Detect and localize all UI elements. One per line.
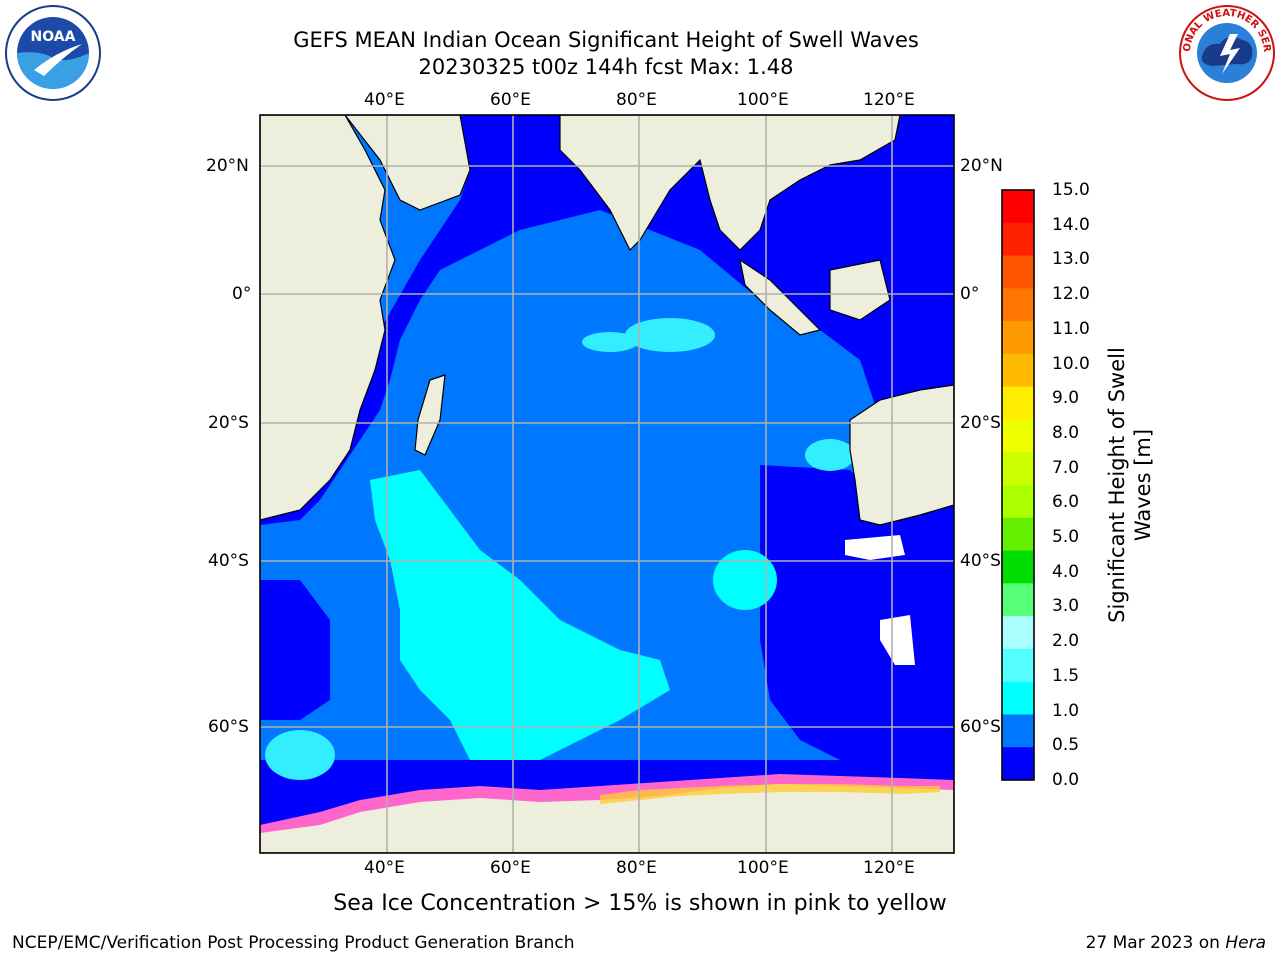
lon-tick-bottom: 40°E xyxy=(364,858,405,878)
colorbar-segment xyxy=(1002,485,1034,519)
colorbar-label: 15.0 xyxy=(1052,180,1090,200)
map-gridlines xyxy=(260,115,954,853)
lat-tick-right: 40°S xyxy=(960,551,1001,571)
ocean-southeast-low-swell xyxy=(760,465,954,790)
colorbar-label: 14.0 xyxy=(1052,214,1090,235)
colorbar-label: 11.0 xyxy=(1052,318,1090,339)
colorbar-label: 7.0 xyxy=(1052,457,1080,478)
map-title: GEFS MEAN Indian Ocean Significant Heigh… xyxy=(293,28,919,52)
colorbar-segment xyxy=(1002,681,1034,715)
land-madagascar xyxy=(414,374,446,456)
colorbar-label: 12.0 xyxy=(1052,284,1090,305)
white-patch xyxy=(845,535,905,560)
colorbar-label: 10.0 xyxy=(1052,353,1090,374)
ocean-cyan-patch xyxy=(713,550,777,610)
footer-date: 27 Mar 2023 on Hera xyxy=(1086,933,1266,953)
footer-machine: Hera xyxy=(1225,933,1266,953)
land-borneo xyxy=(829,259,891,321)
lat-tick-left: 0° xyxy=(232,284,252,304)
ocean-cyan-patch xyxy=(582,332,638,352)
colorbar-label: 1.0 xyxy=(1052,700,1080,721)
noaa-logo: NOAA xyxy=(5,5,101,101)
land-africa xyxy=(260,115,396,521)
colorbar-segment xyxy=(1002,550,1034,584)
colorbar-label: 3.0 xyxy=(1052,596,1080,617)
colorbar-segment xyxy=(1002,747,1034,781)
ocean-cyan-patch xyxy=(625,318,715,352)
lon-tick-bottom: 100°E xyxy=(737,858,789,878)
colorbar-label: 5.0 xyxy=(1052,527,1080,548)
colorbar-segment xyxy=(1002,190,1034,224)
colorbar-label: 4.0 xyxy=(1052,561,1080,582)
lon-tick-top: 120°E xyxy=(863,90,915,110)
colorbar-segment xyxy=(1002,452,1034,486)
colorbar-segment xyxy=(1002,517,1034,552)
lon-tick-top: 100°E xyxy=(737,90,789,110)
footer-credit: NCEP/EMC/Verification Post Processing Pr… xyxy=(12,933,575,953)
lon-tick-bottom: 120°E xyxy=(863,858,915,878)
colorbar-segment xyxy=(1002,714,1034,748)
colorbar-label: 8.0 xyxy=(1052,422,1080,443)
colorbar-label: 9.0 xyxy=(1052,388,1080,409)
lat-tick-left: 20°N xyxy=(206,156,249,176)
ocean-cyan-patch xyxy=(265,730,335,780)
colorbar-segment xyxy=(1002,353,1034,388)
lon-tick-top: 60°E xyxy=(490,90,531,110)
ocean-north-low-swell xyxy=(260,115,954,525)
colorbar-label: 0.5 xyxy=(1052,735,1080,756)
land-sumatra xyxy=(739,258,822,336)
lat-tick-left: 60°S xyxy=(208,717,249,737)
lon-tick-top: 80°E xyxy=(616,90,657,110)
colorbar-label: 1.5 xyxy=(1052,665,1080,686)
map-subtitle: 20230325 t00z 144h fcst Max: 1.48 xyxy=(418,55,794,79)
land-asia-india xyxy=(559,115,901,252)
svg-text:NOAA: NOAA xyxy=(31,29,76,45)
colorbar-title: Significant Height of Swell Waves [m] xyxy=(1105,347,1155,623)
lat-tick-right: 60°S xyxy=(960,717,1001,737)
colorbar-segment xyxy=(1002,583,1034,617)
map-frame xyxy=(259,114,955,854)
colorbar-label: 13.0 xyxy=(1052,249,1090,270)
colorbar-segment xyxy=(1002,222,1034,257)
colorbar-segment xyxy=(1002,386,1034,420)
sea-ice-band xyxy=(260,774,954,833)
lat-tick-left: 40°S xyxy=(208,551,249,571)
land-australia xyxy=(849,384,954,526)
white-patch xyxy=(880,615,915,665)
colorbar-label: 0.0 xyxy=(1052,770,1080,790)
lat-tick-right: 20°S xyxy=(960,413,1001,433)
sea-ice-yellow xyxy=(600,784,940,804)
colorbar-segment xyxy=(1002,648,1034,683)
sea-ice-note: Sea Ice Concentration > 15% is shown in … xyxy=(333,891,947,916)
colorbar-segment xyxy=(1002,321,1034,355)
lat-tick-right: 20°N xyxy=(960,156,1003,176)
lon-tick-top: 40°E xyxy=(364,90,405,110)
ocean-southwest-low-swell xyxy=(260,580,330,720)
lon-tick-bottom: 60°E xyxy=(490,858,531,878)
nws-logo: NATIONAL WEATHER SERVICE xyxy=(1178,4,1275,101)
footer-date-text: 27 Mar 2023 on xyxy=(1085,933,1226,953)
lat-tick-right: 0° xyxy=(960,284,980,304)
colorbar-segment xyxy=(1002,255,1034,289)
colorbar-label: 2.0 xyxy=(1052,631,1080,652)
colorbar xyxy=(1001,189,1035,781)
land-africa-arabia-north xyxy=(260,115,471,211)
colorbar-segment xyxy=(1002,288,1034,322)
ocean-cyan-swell-area xyxy=(370,470,670,760)
ocean-cyan-patch xyxy=(805,439,855,471)
colorbar-segment xyxy=(1002,419,1034,453)
colorbar-segment xyxy=(1002,616,1034,650)
lon-tick-bottom: 80°E xyxy=(616,858,657,878)
colorbar-label: 6.0 xyxy=(1052,492,1080,513)
lat-tick-left: 20°S xyxy=(208,413,249,433)
